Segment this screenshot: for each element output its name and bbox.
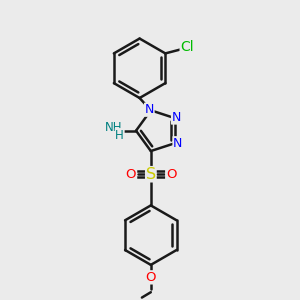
Text: O: O [166,168,176,181]
Text: N: N [173,137,182,150]
Text: S: S [146,167,156,182]
Text: N: N [172,111,181,124]
Text: O: O [125,168,136,181]
Text: H: H [115,129,124,142]
Text: O: O [146,271,156,284]
Text: N: N [145,103,154,116]
Text: NH: NH [105,121,122,134]
Text: Cl: Cl [180,40,194,55]
